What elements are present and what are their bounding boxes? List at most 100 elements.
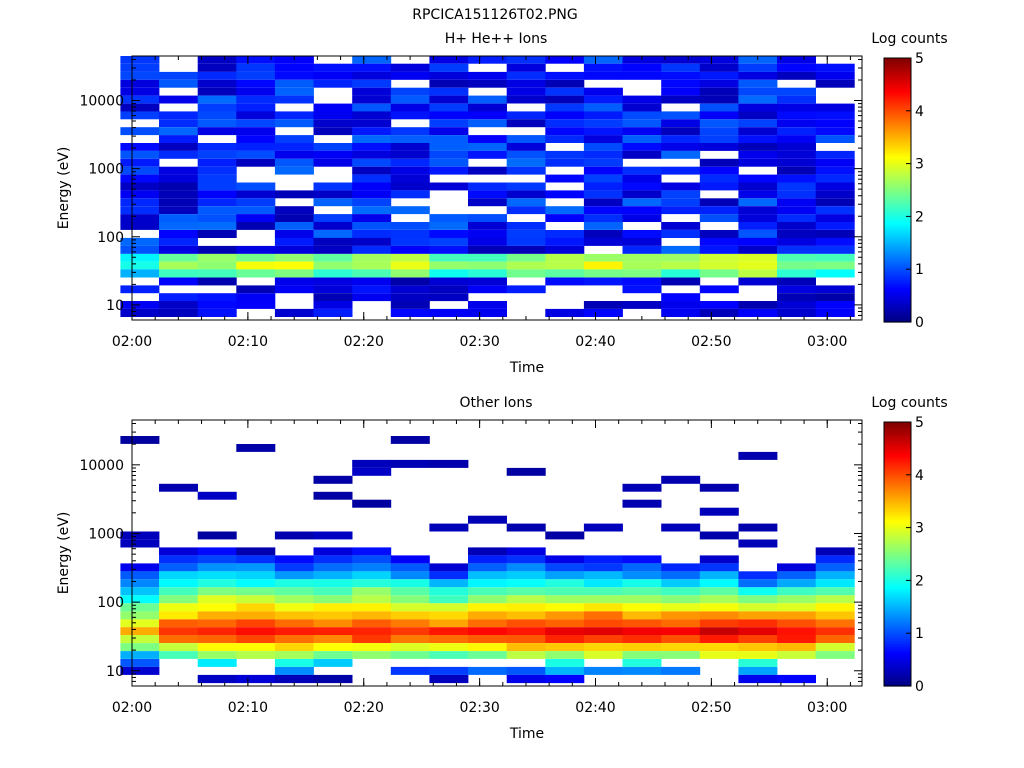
- heatmap-cells: [120, 56, 855, 317]
- colorbar-tick-label: 5: [915, 415, 924, 431]
- colorbar-segment: [884, 110, 911, 115]
- heatmap-cell: [274, 285, 314, 294]
- colorbar-segment: [884, 583, 911, 587]
- heatmap-cell: [236, 158, 276, 167]
- heatmap-cell: [429, 579, 469, 588]
- colorbar-segment: [884, 176, 911, 181]
- heatmap-cell: [313, 63, 353, 72]
- colorbar-segment: [884, 448, 911, 452]
- heatmap-cell: [236, 611, 276, 620]
- heatmap-cell: [661, 571, 701, 580]
- heatmap-cell: [274, 206, 314, 215]
- heatmap-cell: [777, 230, 816, 238]
- heatmap-cell: [352, 277, 392, 286]
- heatmap-cell: [236, 253, 276, 262]
- heatmap-cell: [815, 174, 855, 183]
- heatmap-cell: [352, 198, 392, 207]
- colorbar-segment: [884, 464, 911, 468]
- heatmap-cell: [506, 119, 546, 128]
- heatmap-cell: [390, 555, 430, 564]
- heatmap-cell: [390, 635, 430, 644]
- colorbar-segment: [884, 126, 911, 130]
- heatmap-cell: [699, 579, 739, 588]
- heatmap-cell: [352, 467, 392, 476]
- colorbar-segment: [884, 678, 911, 682]
- heatmap-cell: [815, 261, 855, 270]
- heatmap-cell: [545, 71, 585, 80]
- heatmap-cell: [661, 261, 701, 270]
- heatmap-cell: [313, 579, 353, 588]
- colorbar-segment: [884, 195, 911, 199]
- heatmap-cell: [159, 71, 198, 80]
- x-tick-label: 02:30: [459, 700, 499, 716]
- heatmap-cell: [274, 190, 314, 199]
- colorbar-segment: [884, 166, 911, 170]
- colorbar-segment: [884, 237, 911, 241]
- heatmap-cell: [622, 301, 662, 309]
- heatmap-cell: [506, 563, 546, 572]
- heatmap-cell: [197, 206, 237, 215]
- y-tick-label: 10: [106, 664, 124, 680]
- heatmap-cell: [390, 619, 430, 628]
- colorbar-segment: [884, 664, 911, 669]
- heatmap-cell: [622, 166, 662, 175]
- heatmap-cell: [159, 174, 198, 183]
- heatmap-cell: [468, 627, 507, 635]
- heatmap-cell: [429, 135, 469, 143]
- heatmap-cell: [274, 71, 314, 80]
- heatmap-cell: [236, 135, 276, 143]
- heatmap-cell: [699, 182, 739, 191]
- heatmap-cell: [429, 595, 469, 604]
- heatmap-cell: [159, 253, 198, 262]
- heatmap-cell: [468, 230, 507, 238]
- colorbar-segment: [884, 498, 911, 502]
- heatmap-cell: [777, 587, 816, 596]
- heatmap-cell: [468, 182, 507, 191]
- heatmap-cell: [777, 611, 816, 620]
- colorbar-tick-label: 0: [915, 315, 924, 331]
- heatmap-cell: [429, 166, 469, 175]
- heatmap-cell: [429, 230, 469, 238]
- heatmap-cell: [699, 507, 739, 516]
- heatmap-cell: [622, 595, 662, 604]
- heatmap-cell: [159, 579, 198, 588]
- heatmap-cell: [468, 135, 507, 143]
- heatmap-cell: [429, 237, 469, 246]
- heatmap-cell: [545, 261, 585, 270]
- heatmap-cell: [815, 63, 855, 72]
- colorbar-segment: [884, 87, 911, 91]
- heatmap-cell: [429, 627, 469, 635]
- heatmap-cell: [274, 308, 314, 317]
- colorbar-segment: [884, 171, 911, 175]
- heatmap-cell: [738, 571, 778, 580]
- heatmap-cell: [390, 611, 430, 620]
- heatmap-cell: [159, 563, 198, 572]
- colorbar-segment: [884, 58, 911, 62]
- heatmap-cell: [429, 158, 469, 167]
- heatmap-cell: [429, 587, 469, 596]
- heatmap-cell: [159, 587, 198, 596]
- heatmap-cell: [583, 635, 623, 644]
- colorbar-segment: [884, 256, 911, 260]
- colorbar-segment: [884, 285, 911, 289]
- heatmap-cell: [622, 119, 662, 128]
- heatmap-cell: [583, 308, 623, 317]
- panel-other-ions: 02:00 02:10 02:20 02:30 02:40 02:50 03:00 Time 1…: [56, 395, 948, 742]
- heatmap-cell: [274, 555, 314, 564]
- heatmap-cell: [583, 127, 623, 136]
- heatmap-cell: [197, 214, 237, 222]
- heatmap-cell: [120, 87, 160, 96]
- heatmap-cell: [159, 603, 198, 612]
- heatmap-cell: [390, 627, 430, 635]
- heatmap-cell: [390, 563, 430, 572]
- heatmap-cell: [274, 627, 314, 635]
- heatmap-cell: [236, 547, 276, 556]
- heatmap-cell: [197, 79, 237, 88]
- heatmap-cell: [197, 95, 237, 104]
- heatmap-cell: [236, 245, 276, 254]
- colorbar-segment: [884, 577, 911, 581]
- heatmap-cell: [120, 111, 160, 120]
- colorbar-segment: [884, 527, 911, 531]
- heatmap-cell: [699, 119, 739, 128]
